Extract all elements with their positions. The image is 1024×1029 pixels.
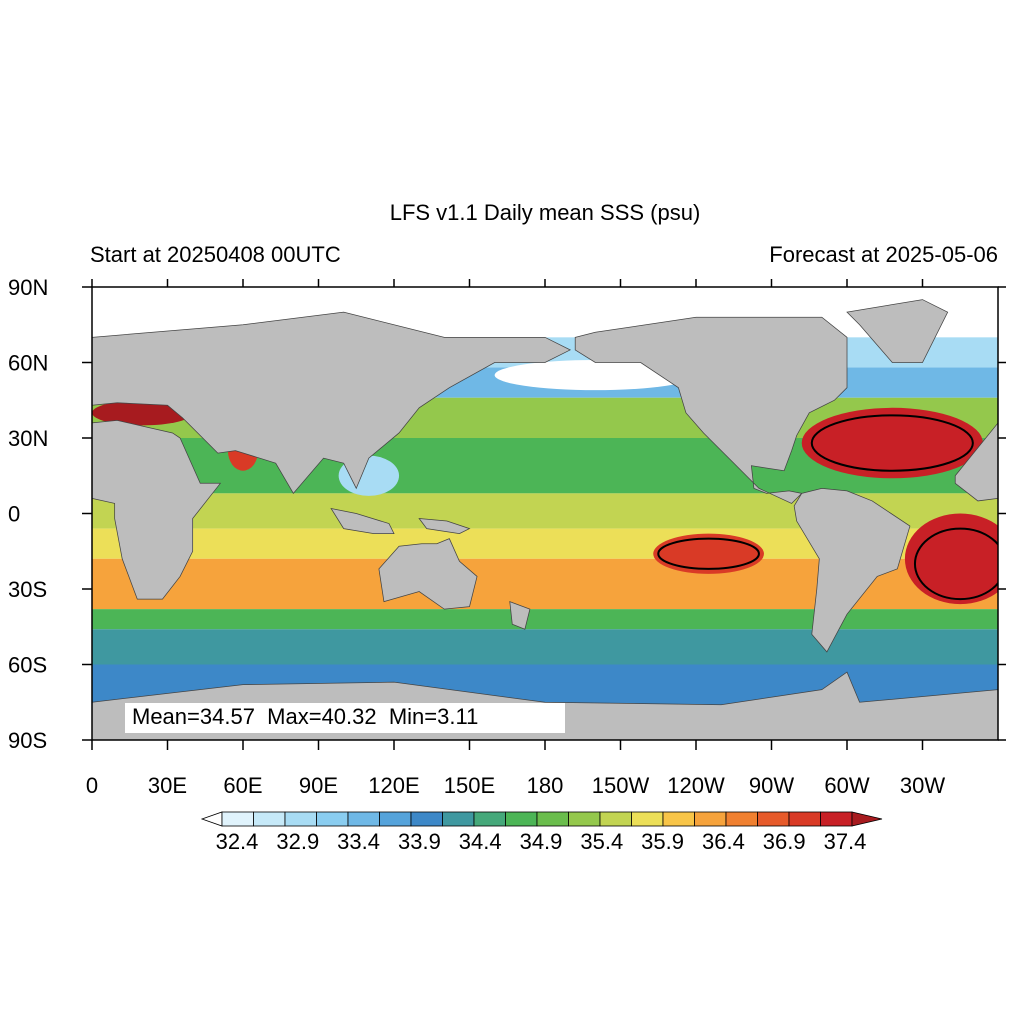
y-tick-label: 0	[8, 502, 20, 527]
colorbar-label: 35.9	[641, 829, 684, 854]
x-tick-label: 180	[527, 773, 564, 798]
colorbar-label: 34.4	[459, 829, 502, 854]
x-tick-label: 120E	[368, 773, 419, 798]
colorbar-box	[316, 811, 349, 827]
title: LFS v1.1 Daily mean SSS (psu)	[390, 200, 701, 225]
colorbar-box	[221, 811, 254, 827]
x-tick-label: 150E	[444, 773, 495, 798]
colorbar-box	[631, 811, 664, 827]
colorbar-triangle	[851, 811, 883, 827]
colorbar-label: 37.4	[824, 829, 867, 854]
colorbar-box	[694, 811, 727, 827]
stats-annotation: Mean=34.57 Max=40.32 Min=3.11	[132, 704, 478, 729]
subtitle-left: Start at 20250408 00UTC	[90, 242, 341, 267]
colorbar-box	[473, 811, 506, 827]
colorbar-box	[788, 811, 821, 827]
colorbar-box	[568, 811, 601, 827]
x-tick-label: 120W	[667, 773, 725, 798]
colorbar-label: 35.4	[580, 829, 623, 854]
annotation-background	[125, 703, 565, 733]
colorbar-box	[410, 811, 443, 827]
colorbar-label: 36.4	[702, 829, 745, 854]
map	[92, 287, 998, 740]
colorbar-label: 32.9	[276, 829, 319, 854]
colorbar-box	[347, 811, 380, 827]
axes: 0 30E 60E 90E 120E 150E 180 150W 120W 90W 60W 30W 90…	[8, 275, 1006, 798]
x-tick-label: 30E	[148, 773, 187, 798]
colorbar-box	[379, 811, 412, 827]
colorbar-box	[505, 811, 538, 827]
colorbar-box	[820, 811, 853, 827]
x-tick-label: 0	[86, 773, 98, 798]
colorbar-box	[599, 811, 632, 827]
colorbar-label: 33.4	[337, 829, 380, 854]
colorbar-label: 32.4	[216, 829, 259, 854]
x-tick-label: 60W	[824, 773, 869, 798]
y-tick-label: 60S	[8, 653, 47, 678]
colorbar-label: 34.9	[520, 829, 563, 854]
colorbar-box	[253, 811, 286, 827]
colorbar-label: 33.9	[398, 829, 441, 854]
colorbar-box	[442, 811, 475, 827]
colorbar-box	[725, 811, 758, 827]
y-tick-label: 90N	[8, 275, 48, 300]
x-tick-label: 150W	[592, 773, 650, 798]
colorbar-label: 36.9	[763, 829, 806, 854]
x-tick-label: 60E	[223, 773, 262, 798]
y-tick-label: 90S	[8, 728, 47, 753]
colorbar: 32.4 32.9 33.4 33.9 34.4 34.9 35.4 35.9 36.4 36.9…	[200, 811, 883, 854]
colorbar-box	[757, 811, 790, 827]
y-tick-label: 60N	[8, 351, 48, 376]
x-tick-label: 90E	[299, 773, 338, 798]
y-tick-label: 30S	[8, 577, 47, 602]
colorbar-box	[662, 811, 695, 827]
y-tick-label: 30N	[8, 426, 48, 451]
subtitle-right: Forecast at 2025-05-06	[769, 242, 998, 267]
x-tick-label: 30W	[900, 773, 945, 798]
colorbar-box	[284, 811, 317, 827]
colorbar-box	[536, 811, 569, 827]
x-tick-label: 90W	[749, 773, 794, 798]
